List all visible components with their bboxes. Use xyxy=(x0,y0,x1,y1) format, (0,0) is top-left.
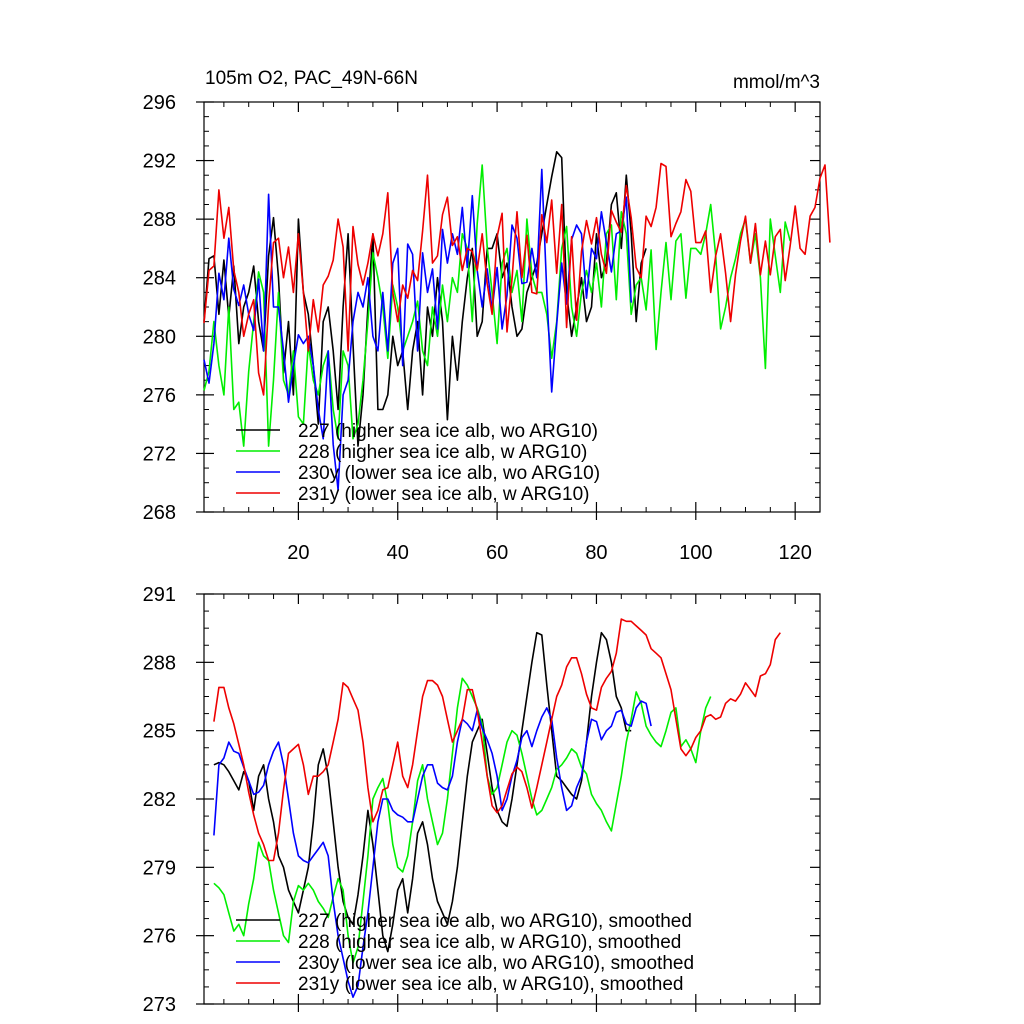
y-tick-label: 272 xyxy=(143,443,176,465)
series-line-3 xyxy=(203,168,632,491)
y-tick-label: 276 xyxy=(143,926,176,948)
y-tick-label: 288 xyxy=(143,209,176,231)
x-tick-label: 120 xyxy=(778,542,811,564)
x-tick-label: 20 xyxy=(287,542,309,564)
y-tick-label: 282 xyxy=(143,789,176,811)
top-panel-units: mmol/m^3 xyxy=(733,72,820,93)
legend-label-1: 227 (higher sea ice alb, wo ARG10), smoo… xyxy=(298,911,692,932)
x-tick-label: 80 xyxy=(585,542,607,564)
legend-label-4: 231y (lower sea ice alb, w ARG10) xyxy=(298,484,589,505)
series-line-4 xyxy=(203,162,831,396)
x-tick-label: 40 xyxy=(387,542,409,564)
series-line-2 xyxy=(213,677,712,964)
series-line-1 xyxy=(213,631,632,953)
legend-label-2: 228 (higher sea ice alb, w ARG10), smoot… xyxy=(298,932,681,953)
x-tick-label: 100 xyxy=(679,542,712,564)
legend-label-3: 230y (lower sea ice alb, wo ARG10) xyxy=(298,463,600,484)
y-tick-label: 285 xyxy=(143,721,176,743)
y-tick-label: 284 xyxy=(143,268,176,290)
y-tick-label: 288 xyxy=(143,652,176,674)
y-tick-label: 276 xyxy=(143,385,176,407)
x-tick-label: 60 xyxy=(486,542,508,564)
series-line-4 xyxy=(213,618,781,862)
legend-label-4: 231y (lower sea ice alb, w ARG10), smoot… xyxy=(298,974,683,995)
bottom-panel: 273 276 279 282 285 288 291 227 (higher sea ice… xyxy=(143,584,821,1016)
y-tick-label: 292 xyxy=(143,151,176,173)
top-panel: 105m O2, PAC_49N-66N mmol/m^3 268 272 276 2… xyxy=(143,68,831,564)
y-tick-label: 268 xyxy=(143,502,176,524)
y-tick-label: 273 xyxy=(143,994,176,1016)
y-tick-label: 279 xyxy=(143,857,176,879)
series-line-3 xyxy=(213,700,652,999)
y-tick-label: 280 xyxy=(143,326,176,348)
legend-label-2: 228 (higher sea ice alb, w ARG10) xyxy=(298,442,587,463)
legend-label-3: 230y (lower sea ice alb, wo ARG10), smoo… xyxy=(298,953,694,974)
series-line-2 xyxy=(203,164,791,447)
legend-label-1: 227 (higher sea ice alb, wo ARG10) xyxy=(298,421,598,442)
top-panel-title: 105m O2, PAC_49N-66N xyxy=(205,68,418,89)
y-tick-label: 291 xyxy=(143,584,176,606)
y-tick-label: 296 xyxy=(143,92,176,114)
series-line-1 xyxy=(203,151,647,447)
